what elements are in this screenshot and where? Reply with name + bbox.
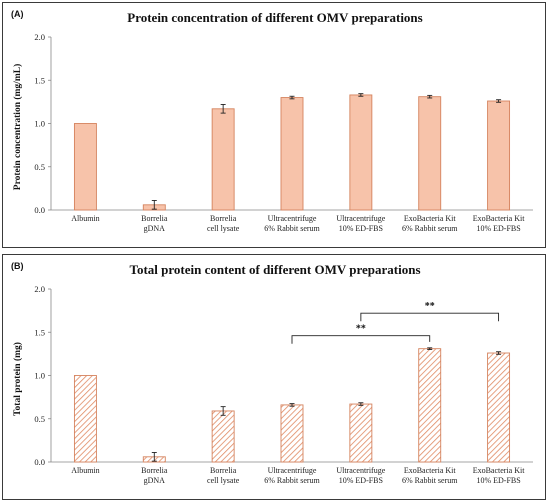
category-label: Borrelia cell lysate bbox=[207, 466, 240, 485]
panel-label-a: (A) bbox=[11, 9, 24, 19]
bar bbox=[349, 94, 373, 211]
category-label-line: Borrelia bbox=[141, 466, 168, 475]
bar bbox=[487, 100, 511, 211]
chart-b-title: Total protein content of different OMV p… bbox=[129, 262, 420, 277]
category-label-line: Borrelia bbox=[210, 214, 237, 223]
bar bbox=[418, 96, 442, 211]
category-label: Borrelia gDNA bbox=[141, 466, 168, 485]
category-label-line: gDNA bbox=[144, 476, 166, 485]
bar bbox=[349, 403, 373, 463]
chart-a-svg: (A) Protein concentration of different O… bbox=[11, 9, 533, 233]
y-tick-label: 0.0 bbox=[34, 205, 45, 215]
category-label-line: cell lysate bbox=[207, 224, 240, 233]
category-label: Borrelia gDNA bbox=[141, 214, 168, 233]
y-tick-label: 0.5 bbox=[34, 414, 45, 424]
category-label-line: 10% ED-FBS bbox=[339, 224, 383, 233]
category-label-line: Ultracentrifuge bbox=[268, 466, 317, 475]
y-tick-label: 1.0 bbox=[34, 119, 45, 129]
category-label-line: ExoBacteria Kit bbox=[404, 466, 457, 475]
chart-panel-a: (A) Protein concentration of different O… bbox=[2, 2, 546, 248]
y-tick-label: 1.0 bbox=[34, 371, 45, 381]
bar bbox=[211, 410, 235, 463]
chart-panel-b: (B) Total protein content of different O… bbox=[2, 254, 546, 500]
panel-label-b: (B) bbox=[11, 261, 24, 271]
y-tick-label: 2.0 bbox=[34, 32, 45, 42]
category-label-line: 10% ED-FBS bbox=[476, 224, 520, 233]
bar bbox=[280, 97, 304, 211]
category-label-line: Albumin bbox=[71, 466, 99, 475]
significance-label: ** bbox=[356, 324, 366, 335]
category-label: Ultracentrifuge 6% Rabbit serum bbox=[264, 214, 320, 233]
y-tick-label: 0.5 bbox=[34, 162, 45, 172]
significance-label: ** bbox=[425, 301, 435, 312]
category-label-line: Borrelia bbox=[210, 466, 237, 475]
y-tick-label: 1.5 bbox=[34, 327, 45, 337]
category-label: ExoBacteria Kit 6% Rabbit serum bbox=[402, 214, 458, 233]
category-label-line: 6% Rabbit serum bbox=[264, 476, 320, 485]
bar bbox=[418, 348, 442, 463]
significance-bracket bbox=[360, 312, 500, 322]
category-label: Borrelia cell lysate bbox=[207, 214, 240, 233]
category-label: ExoBacteria Kit 10% ED-FBS bbox=[473, 466, 526, 485]
category-label-line: gDNA bbox=[144, 224, 166, 233]
chart-a-title: Protein concentration of different OMV p… bbox=[127, 10, 422, 25]
category-label-line: 10% ED-FBS bbox=[476, 476, 520, 485]
category-label-line: 6% Rabbit serum bbox=[264, 224, 320, 233]
chart-b-ylabel: Total protein (mg) bbox=[12, 342, 23, 416]
y-tick-label: 1.5 bbox=[34, 75, 45, 85]
category-label: Ultracentrifuge 10% ED-FBS bbox=[336, 466, 385, 485]
category-label: ExoBacteria Kit 10% ED-FBS bbox=[473, 214, 526, 233]
y-tick-label: 2.0 bbox=[34, 284, 45, 294]
bar bbox=[73, 375, 97, 463]
category-label: Ultracentrifuge 6% Rabbit serum bbox=[264, 466, 320, 485]
category-label: Albumin bbox=[71, 466, 99, 475]
category-label: Ultracentrifuge 10% ED-FBS bbox=[336, 214, 385, 233]
category-label: ExoBacteria Kit 6% Rabbit serum bbox=[402, 466, 458, 485]
category-label-line: Ultracentrifuge bbox=[268, 214, 317, 223]
y-tick-label: 0.0 bbox=[34, 457, 45, 467]
category-label: Albumin bbox=[71, 214, 99, 223]
bar bbox=[487, 352, 511, 463]
category-label-line: 6% Rabbit serum bbox=[402, 224, 458, 233]
bar bbox=[73, 123, 97, 211]
category-label-line: Albumin bbox=[71, 214, 99, 223]
category-label-line: Borrelia bbox=[141, 214, 168, 223]
significance-bracket bbox=[291, 335, 431, 344]
category-label-line: ExoBacteria Kit bbox=[404, 214, 457, 223]
category-label-line: 10% ED-FBS bbox=[339, 476, 383, 485]
chart-a-ylabel: Protein concentration (mg/mL) bbox=[12, 64, 23, 190]
category-label-line: cell lysate bbox=[207, 476, 240, 485]
bar bbox=[280, 404, 304, 463]
category-label-line: ExoBacteria Kit bbox=[473, 466, 526, 475]
category-label-line: Ultracentrifuge bbox=[336, 466, 385, 475]
chart-b-svg: (B) Total protein content of different O… bbox=[11, 261, 533, 485]
category-label-line: ExoBacteria Kit bbox=[473, 214, 526, 223]
category-label-line: Ultracentrifuge bbox=[336, 214, 385, 223]
category-label-line: 6% Rabbit serum bbox=[402, 476, 458, 485]
bar bbox=[211, 108, 235, 211]
